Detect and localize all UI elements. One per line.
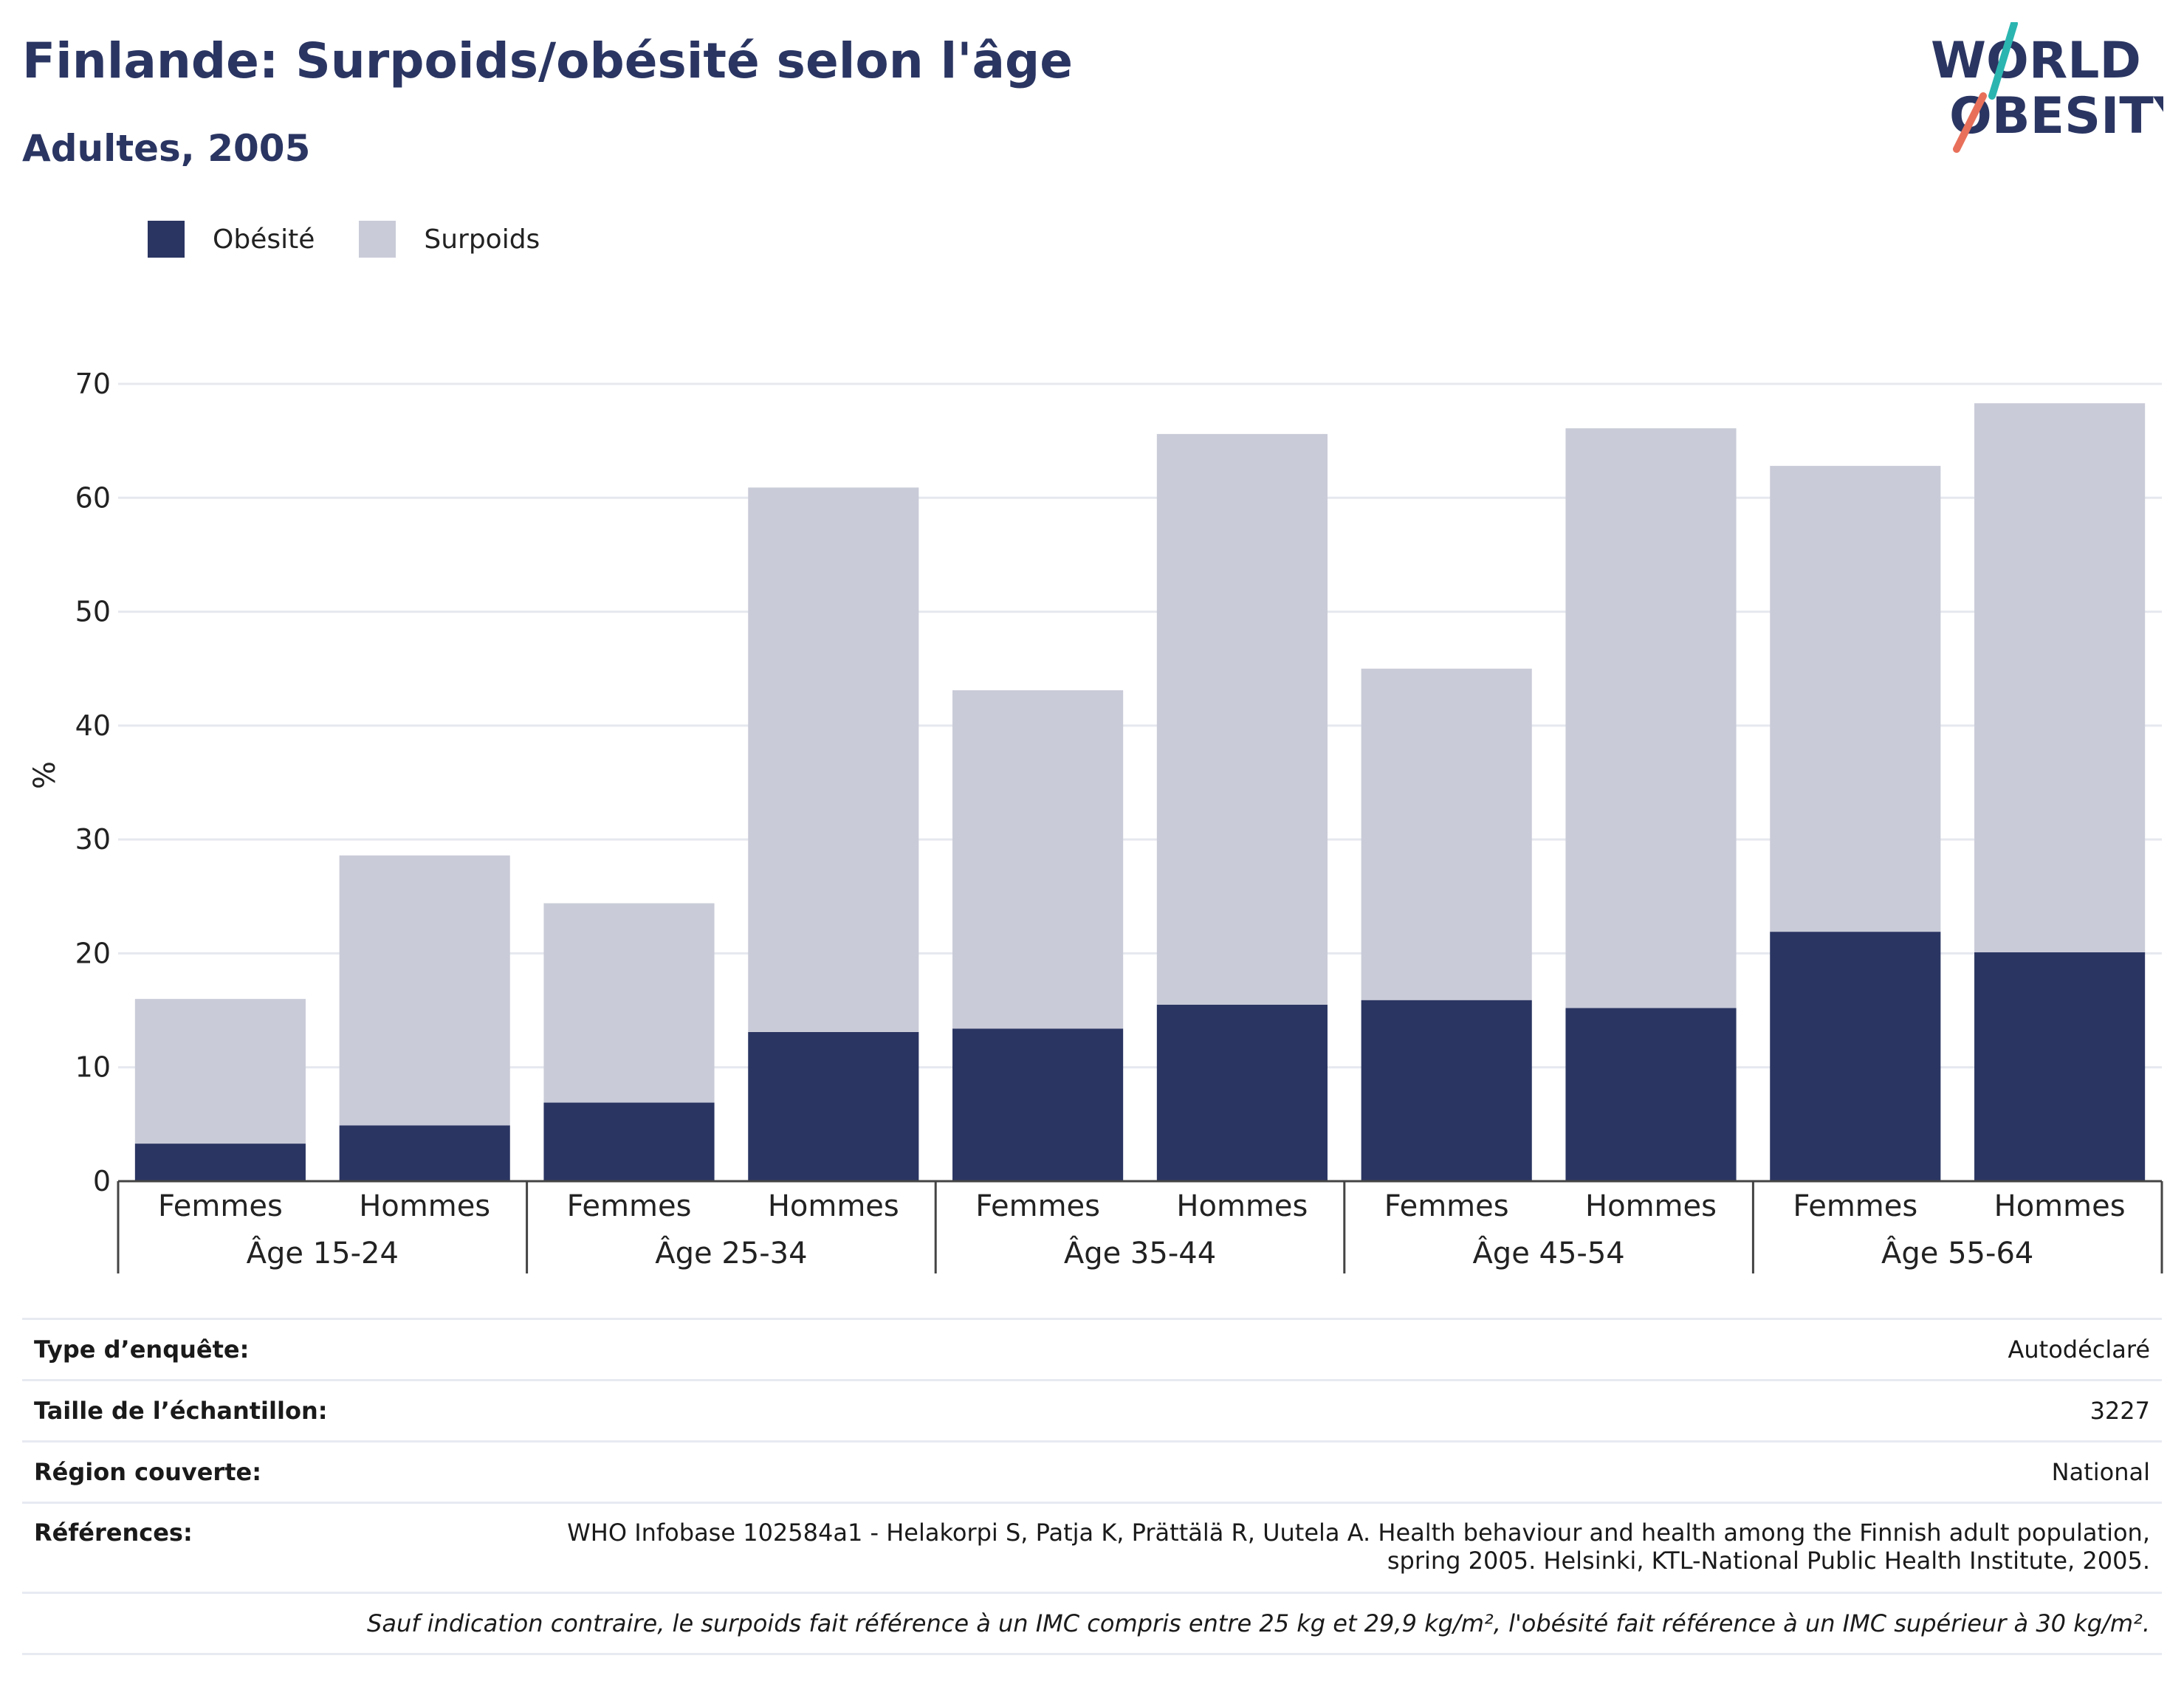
bar-surpoids: [1156, 433, 1328, 1005]
y-tick-label: 50: [75, 596, 111, 628]
y-tick-label: 60: [75, 481, 111, 514]
legend-label-obesite: Obésité: [213, 224, 315, 255]
world-obesity-logo: WORLD OBESITY: [1931, 22, 2163, 153]
bar-surpoids: [1770, 466, 1941, 932]
bmi-definition-note: Sauf indication contraire, le surpoids f…: [367, 1609, 2150, 1637]
x-group-label: Âge 55-64: [1881, 1235, 2033, 1271]
bar-obesite: [1974, 952, 2146, 1181]
info-table: Type d’enquête: Autodéclaré Taille de l’…: [22, 1318, 2162, 1655]
x-group-label: Âge 15-24: [247, 1235, 399, 1271]
info-row-note: Sauf indication contraire, le surpoids f…: [22, 1594, 2162, 1655]
bar-surpoids: [543, 903, 715, 1103]
bar-obesite: [543, 1102, 715, 1181]
legend-label-surpoids: Surpoids: [424, 224, 540, 255]
x-tick-label: Femmes: [1384, 1189, 1509, 1223]
info-value-region: National: [2051, 1458, 2150, 1486]
bars: [134, 403, 2146, 1181]
logo-line1: WORLD: [1931, 32, 2141, 90]
bar-surpoids: [339, 855, 510, 1126]
y-tick-label: 20: [75, 937, 111, 969]
info-row-sample-size: Taille de l’échantillon: 3227: [22, 1381, 2162, 1443]
x-tick-label: Hommes: [359, 1189, 490, 1223]
bar-surpoids: [748, 487, 919, 1032]
x-tick-label: Hommes: [1994, 1189, 2126, 1223]
x-tick-label: Hommes: [1585, 1189, 1717, 1223]
legend-swatch-surpoids: [359, 221, 396, 258]
x-tick-label: Femmes: [158, 1189, 283, 1223]
y-tick-label: 40: [75, 709, 111, 742]
bar-surpoids: [134, 999, 306, 1144]
legend-item-surpoids[interactable]: Surpoids: [359, 221, 540, 258]
info-key-region: Région couverte:: [34, 1458, 261, 1486]
bar-surpoids: [1361, 668, 1532, 1000]
y-tick-label: 30: [75, 823, 111, 856]
bar-obesite: [134, 1144, 306, 1181]
bar-obesite: [1565, 1008, 1737, 1181]
info-key-survey-type: Type d’enquête:: [34, 1335, 250, 1364]
bar-chart: 0 10 20 30 40 50 60 70 Femmes Hommes Femmes Hommes…: [28, 368, 2163, 1273]
references-line-2: spring 2005. Helsinki, KTL-National Publ…: [1387, 1547, 2150, 1575]
info-row-survey-type: Type d’enquête: Autodéclaré: [22, 1320, 2162, 1381]
y-axis-ticks: 0 10 20 30 40 50 60 70: [75, 368, 111, 1197]
legend: Obésité Surpoids: [148, 220, 584, 258]
logo-slash-teal: [1988, 22, 2018, 100]
y-tick-label: 0: [93, 1165, 111, 1197]
info-value-sample-size: 3227: [2089, 1397, 2150, 1425]
x-group-label: Âge 25-34: [655, 1235, 807, 1271]
x-tick-label: Hommes: [768, 1189, 899, 1223]
bar-obesite: [1156, 1004, 1328, 1181]
x-tick-label: Femmes: [975, 1189, 1100, 1223]
info-value-survey-type: Autodéclaré: [2008, 1335, 2150, 1364]
bar-surpoids: [952, 690, 1124, 1029]
x-axis: Femmes Hommes Femmes Hommes Femmes Hommes Femm…: [117, 1180, 2163, 1273]
legend-item-obesite[interactable]: Obésité: [148, 221, 315, 258]
info-key-sample-size: Taille de l’échantillon:: [34, 1397, 328, 1425]
bar-obesite: [748, 1031, 919, 1181]
x-group-label: Âge 45-54: [1472, 1235, 1624, 1271]
chart-title: Finlande: Surpoids/obésité selon l'âge: [22, 32, 1074, 89]
y-tick-label: 70: [75, 368, 111, 400]
bar-obesite: [1770, 932, 1941, 1181]
bar-obesite: [952, 1028, 1124, 1181]
chart-subtitle: Adultes, 2005: [22, 127, 311, 170]
legend-swatch-obesite: [148, 221, 185, 258]
x-group-label: Âge 35-44: [1064, 1235, 1216, 1271]
x-tick-label: Femmes: [567, 1189, 692, 1223]
info-value-references: WHO Infobase 102584a1 - Helakorpi S, Pat…: [567, 1519, 2150, 1575]
x-tick-label: Hommes: [1176, 1189, 1308, 1223]
info-row-references: Références: WHO Infobase 102584a1 - Hela…: [22, 1504, 2162, 1594]
bar-surpoids: [1565, 428, 1737, 1008]
references-line-1: WHO Infobase 102584a1 - Helakorpi S, Pat…: [567, 1519, 2150, 1547]
info-key-references: Références:: [34, 1519, 193, 1547]
logo-slash-coral: [1953, 92, 1987, 153]
bar-obesite: [339, 1125, 510, 1181]
x-tick-label: Femmes: [1793, 1189, 1917, 1223]
y-axis-label: %: [28, 761, 62, 789]
y-tick-label: 10: [75, 1051, 111, 1084]
bar-surpoids: [1974, 403, 2146, 952]
bar-obesite: [1361, 1000, 1532, 1181]
info-row-region: Région couverte: National: [22, 1443, 2162, 1504]
